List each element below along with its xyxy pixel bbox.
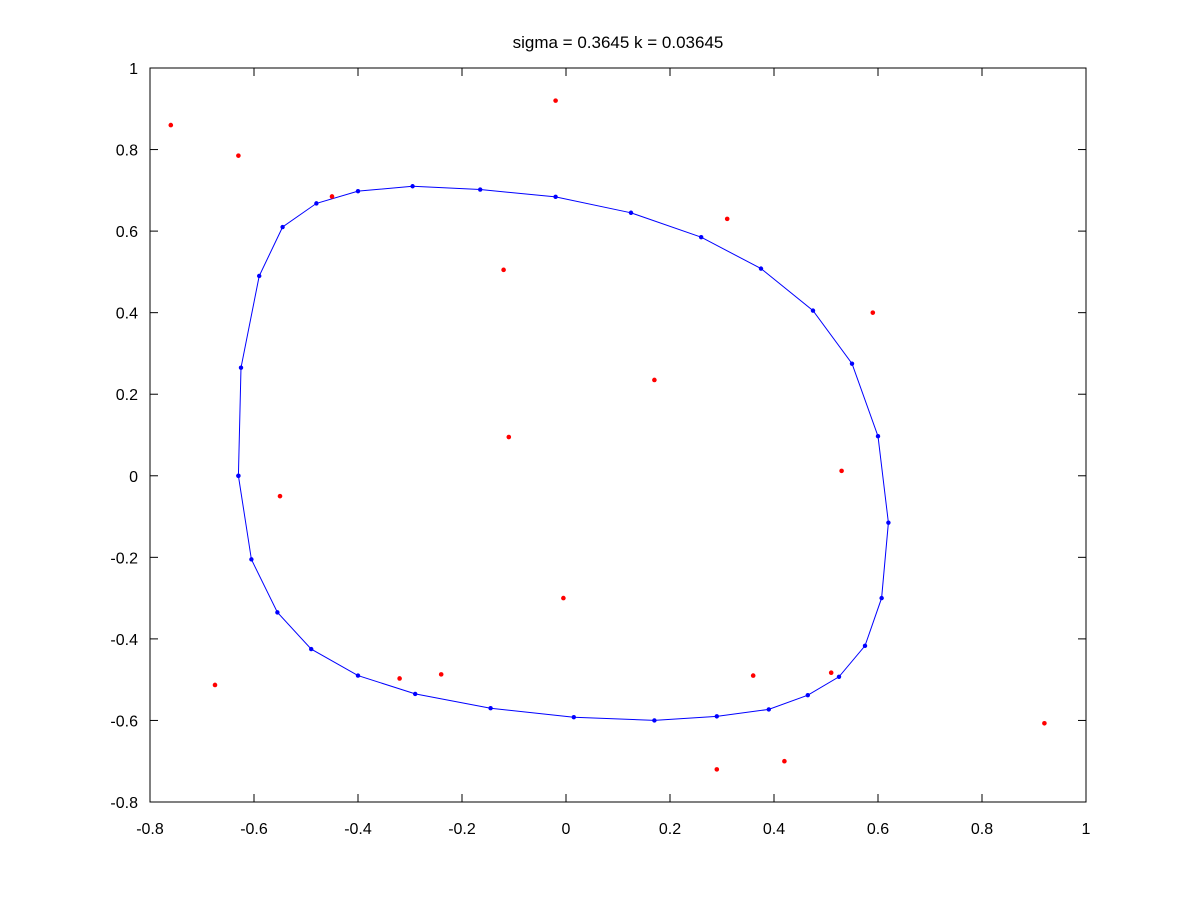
x-tick-label: -0.2 xyxy=(448,821,476,838)
contour-point xyxy=(810,308,816,313)
data-point xyxy=(828,670,834,676)
contour-point xyxy=(249,557,254,562)
contour-point xyxy=(488,706,493,711)
x-tick-label: -0.8 xyxy=(136,821,164,838)
chart-title: sigma = 0.3645 k = 0.03645 xyxy=(512,33,724,52)
y-tick-label: 0.8 xyxy=(116,143,138,160)
contour-point xyxy=(886,520,891,525)
contour-point xyxy=(758,266,764,271)
contour-line xyxy=(237,185,889,721)
contour-point xyxy=(309,646,314,652)
data-point xyxy=(870,310,876,315)
data-point xyxy=(1042,720,1047,726)
axes-box xyxy=(149,67,1087,803)
contour-point xyxy=(766,707,771,712)
contour-point xyxy=(280,224,285,230)
y-tick-label: -0.2 xyxy=(110,550,138,567)
y-tick-label: 0.4 xyxy=(116,306,138,323)
x-tick-label: 1 xyxy=(1082,821,1091,838)
x-tick-label: -0.6 xyxy=(240,821,268,838)
contour-point xyxy=(355,673,361,678)
contour-point xyxy=(236,473,241,478)
y-tick-label: 1 xyxy=(129,61,138,78)
contour-point xyxy=(314,201,319,206)
x-tick-label: 0.6 xyxy=(867,821,889,838)
data-point xyxy=(236,153,241,158)
contour-point xyxy=(805,692,810,698)
contour-point xyxy=(836,674,842,680)
contour-point xyxy=(553,194,558,200)
contour-point xyxy=(275,610,280,615)
contour-point xyxy=(571,714,576,720)
data-point xyxy=(506,434,512,440)
y-tick-label: 0 xyxy=(129,469,138,486)
contour-point xyxy=(410,184,415,189)
y-tick-label: -0.4 xyxy=(110,632,138,649)
data-point xyxy=(839,468,844,474)
contour-point xyxy=(628,210,634,215)
x-tick-label: 0 xyxy=(562,821,571,838)
contour-point xyxy=(238,365,244,370)
contour-point xyxy=(875,434,881,439)
data-point xyxy=(553,98,558,103)
contour-point xyxy=(413,691,418,697)
x-tick-label: -0.4 xyxy=(344,821,372,838)
contour-point xyxy=(355,188,361,194)
y-tick-label: 0.2 xyxy=(116,387,138,404)
contour-point xyxy=(699,235,704,240)
data-point xyxy=(168,122,174,128)
data-point xyxy=(501,267,506,273)
data-point xyxy=(724,216,730,222)
y-tick-label: -0.6 xyxy=(110,713,138,730)
x-tick-label: 0.2 xyxy=(659,821,681,838)
contour-point xyxy=(849,361,855,366)
data-point xyxy=(750,673,756,678)
contour-point xyxy=(652,718,657,723)
x-tick-label: 0.8 xyxy=(971,821,993,838)
data-point xyxy=(212,682,218,688)
data-point xyxy=(277,493,283,499)
data-point xyxy=(714,767,720,772)
y-tick-label: 0.6 xyxy=(116,224,138,241)
data-point xyxy=(652,377,657,383)
contour-point xyxy=(862,643,868,649)
contour-point xyxy=(714,714,719,719)
data-point xyxy=(782,758,787,764)
y-tick-label: -0.8 xyxy=(110,795,138,812)
contour-point xyxy=(257,273,262,279)
x-tick-label: 0.4 xyxy=(763,821,785,838)
data-point xyxy=(438,672,444,677)
contour-point xyxy=(879,595,884,601)
contour-point xyxy=(478,187,483,192)
data-point xyxy=(561,595,566,601)
data-point xyxy=(397,676,402,681)
data-point xyxy=(329,194,335,199)
